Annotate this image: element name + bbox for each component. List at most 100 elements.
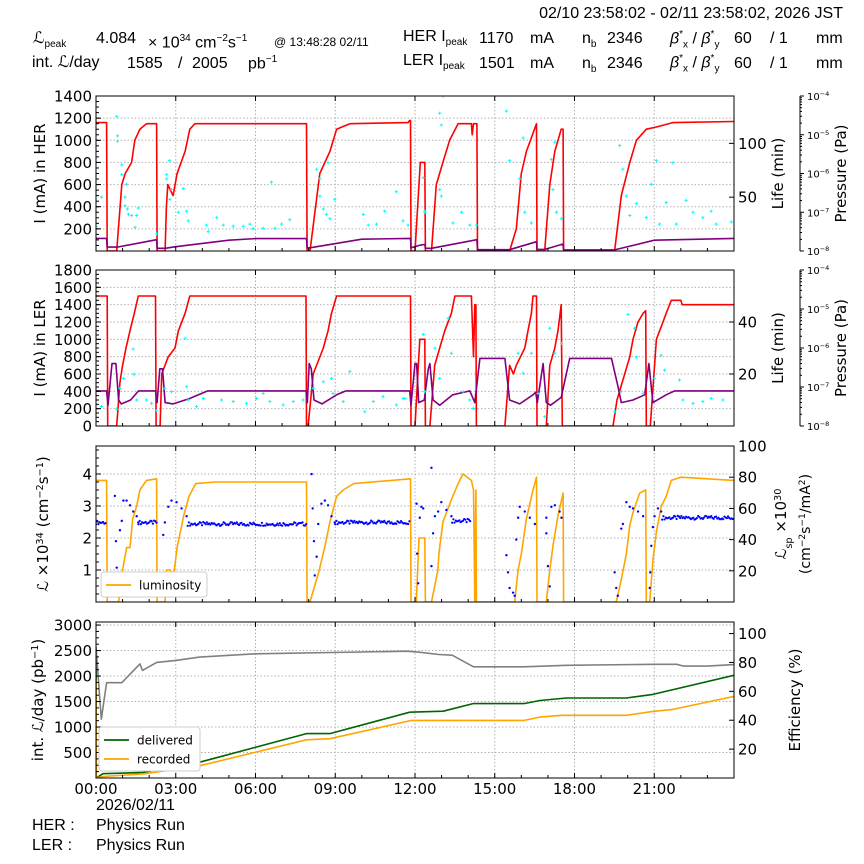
life-scatter-point [613,410,617,414]
specific-lum-point [553,504,557,507]
label-part: −2 [35,484,46,498]
int-lum-label: int. ℒ/day [32,54,100,71]
specific-lum-point [692,516,695,519]
life-scatter-point [644,216,648,220]
label-part: −8 [820,245,830,253]
life-scatter-point [438,376,442,381]
her-nb-value: 2346 [607,30,643,47]
specific-lum-point [228,522,231,525]
specific-lum-point [641,515,645,518]
label-part: 10 [807,247,820,258]
life-scatter-point [115,139,120,143]
her-nb-label: nb [582,30,596,54]
life-scatter-point [374,222,379,226]
specific-lum-point [461,519,465,522]
specific-lum-point [277,524,280,527]
life-scatter-point [181,186,185,191]
label-part: s [798,527,814,534]
label-part: 34 [35,532,46,544]
specific-lum-point [451,521,454,524]
specific-lum-point [186,524,189,527]
label-part: −7 [820,381,830,389]
specific-lum-point [722,518,725,521]
unit-part: pb [248,55,266,73]
life-scatter-point [433,346,437,350]
life-scatter-point [123,195,127,199]
life-scatter-point [721,398,725,402]
legend-box [100,571,208,598]
specific-lum-point [204,523,207,526]
specific-lum-point [122,499,125,502]
y-tick-label: 1500 [54,693,92,711]
specific-lum-point [560,516,563,519]
y-tick-label: 0 [82,418,92,436]
specific-lum-point [132,510,135,513]
specific-lum-point [238,523,241,527]
life-scatter-point [269,180,274,184]
label-part: s [34,476,52,484]
life-scatter-point [677,378,682,382]
life-scatter-point [204,223,209,227]
specific-lum-point [221,523,224,526]
life-scatter-point [185,209,189,213]
specific-lum-point [162,533,165,537]
specific-lum-point [726,515,730,518]
specific-lum-point [661,518,664,521]
specific-lum-point [651,525,655,529]
life-scatter-point [231,399,235,404]
series-efficiency [96,646,734,720]
specific-lum-point [674,515,677,518]
specific-lum-point [679,516,682,520]
label-part: ℒ ×10 [34,545,52,592]
life-scatter-point [461,390,465,394]
life-scatter-point [318,194,322,198]
y-tick-label: 600 [63,366,92,384]
y-tick-label: 400 [63,198,92,216]
y2-tick-label: 20 [738,562,757,580]
y-axis-label: I (mA) in LER [31,299,49,396]
specific-lum-point [335,519,338,522]
life-scatter-point [186,219,190,223]
life-scatter-point [632,326,637,330]
life-scatter-point [543,415,547,419]
beta-x: β [670,30,680,48]
y-tick-label: 800 [63,348,92,366]
specific-lum-point [387,520,391,523]
specific-lum-point [197,522,200,525]
specific-lum-point [113,494,117,498]
life-scatter-point [659,353,663,357]
panel-her: 200 400 600 800 1000 1200 1400 50 100 I (mA) in H… [31,88,850,259]
life-scatter-point [328,217,332,221]
specific-lum-point [616,594,620,597]
life-scatter-point [333,197,337,201]
her-beta-unit: mm [816,30,843,47]
specific-lum-point [698,515,701,519]
life-scatter-point [132,372,136,376]
specific-lum-point [125,499,128,502]
life-scatter-point [321,380,325,384]
specific-lum-point [315,555,318,558]
beta-sub: x [683,63,689,75]
specific-lum-point [170,499,173,502]
life-scatter-point [439,123,443,127]
life-scatter-point [149,401,154,405]
specific-lum-point [464,518,467,521]
nb-symbol: n [582,55,591,72]
life-scatter-point [691,401,695,405]
specific-lum-point [648,586,651,590]
specific-lum-point [301,521,304,524]
life-scatter-point [403,396,407,401]
ler-beta-label: β*x / β*y [670,50,719,79]
life-scatter-point [169,188,174,192]
life-scatter-point [288,218,292,222]
label-part: 2 [798,479,808,485]
y-tick-label: 500 [63,744,92,762]
life-scatter-point [254,396,259,401]
specific-lum-point [336,522,339,526]
specific-lum-point [731,517,734,521]
specific-lum-point [356,522,360,525]
life-scatter-point [130,213,134,218]
life-scatter-point [115,134,120,138]
life-scatter-point [628,213,632,218]
